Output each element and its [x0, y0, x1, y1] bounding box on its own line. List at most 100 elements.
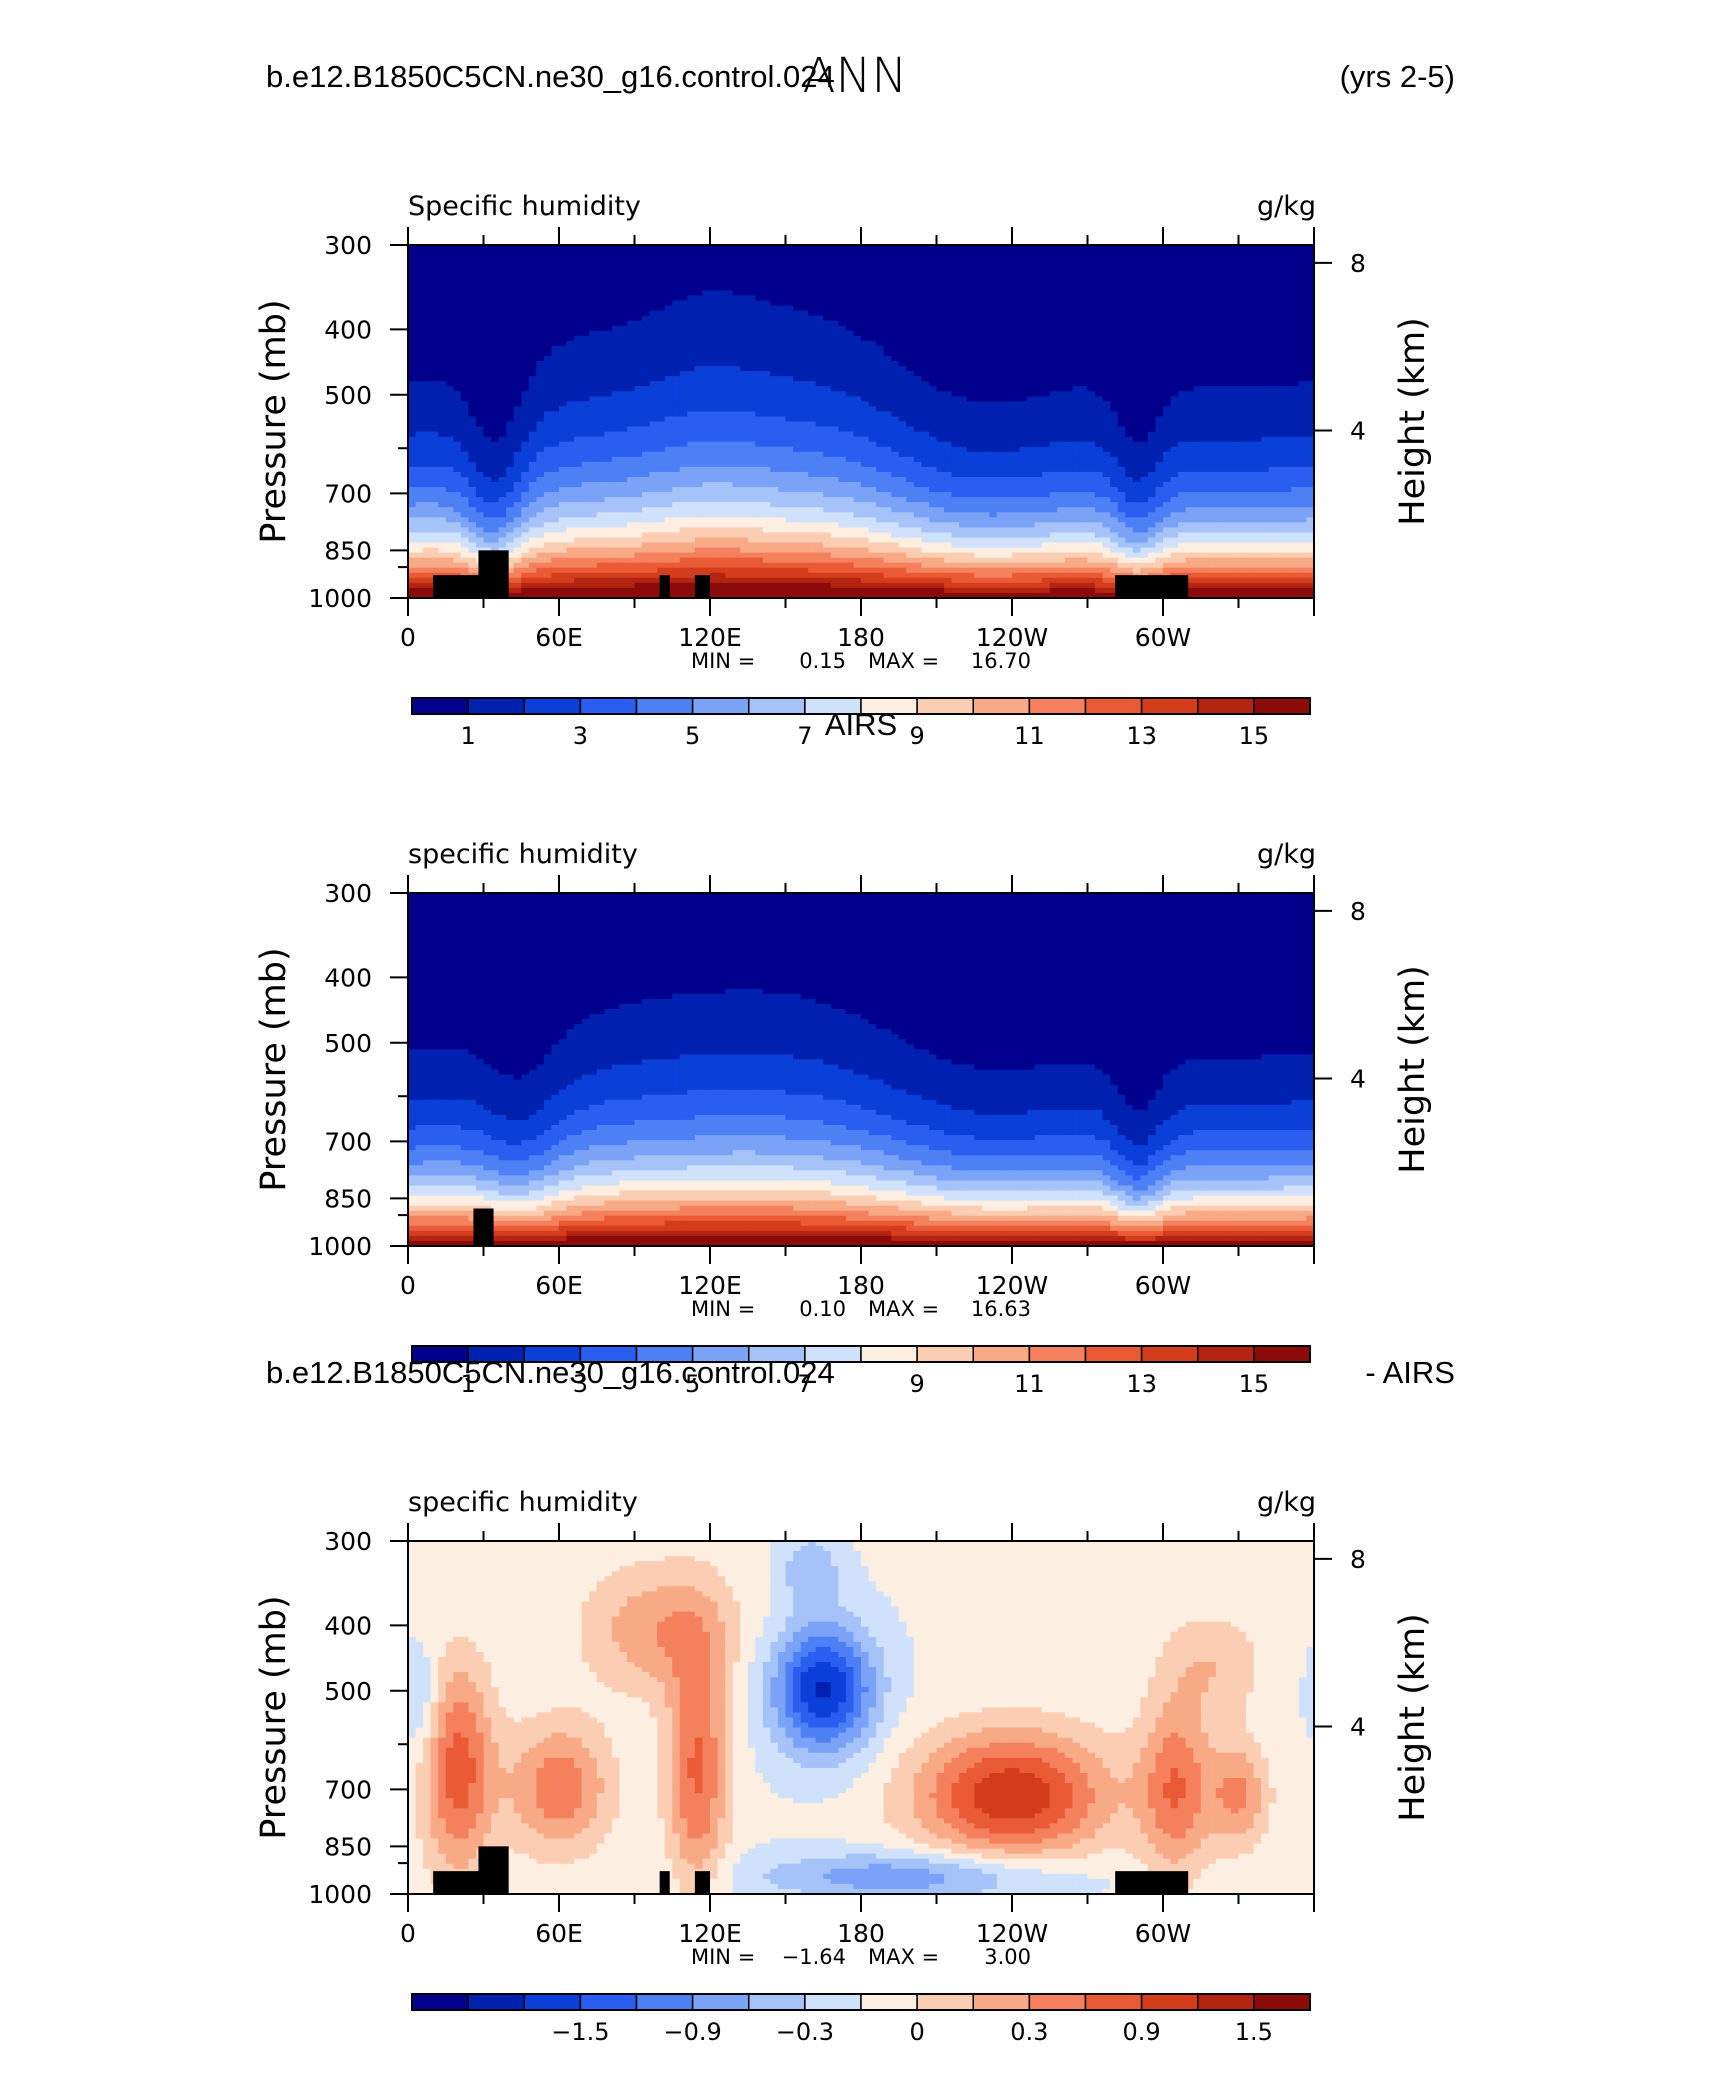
field-cell: [679, 421, 688, 428]
field-cell: [543, 391, 553, 397]
field-cell: [883, 310, 892, 317]
field-cell: [1117, 441, 1126, 448]
field-cell: [921, 441, 930, 448]
field-cell: [989, 255, 998, 261]
field-cell: [717, 280, 726, 286]
field-cell: [898, 320, 907, 327]
field-cell: [460, 426, 469, 433]
field-cell: [747, 335, 756, 342]
field-cell: [853, 315, 862, 322]
field-cell: [664, 350, 673, 357]
field-cell: [1253, 391, 1262, 397]
field-cell: [513, 285, 522, 291]
field-cell: [996, 426, 1006, 433]
field-cell: [453, 345, 462, 352]
field-cell: [853, 421, 862, 428]
field-cell: [710, 426, 719, 433]
field-cell: [672, 285, 681, 291]
field-cell: [649, 285, 658, 291]
field-cell: [453, 255, 462, 261]
field-cell: [559, 436, 568, 443]
field-cell: [913, 451, 922, 458]
field-cell: [1208, 255, 1217, 261]
field-cell: [717, 436, 726, 443]
field-cell: [415, 411, 424, 418]
field-cell: [1064, 320, 1073, 327]
field-cell: [1087, 295, 1096, 302]
field-cell: [770, 411, 779, 418]
field-cell: [981, 265, 990, 271]
field-cell: [921, 401, 930, 407]
field-cell: [1200, 396, 1209, 402]
field-cell: [1117, 446, 1126, 453]
field-cell: [626, 376, 636, 382]
field-cell: [883, 411, 892, 418]
field-cell: [793, 295, 802, 302]
field-cell: [528, 315, 537, 322]
field-cell: [408, 335, 417, 342]
field-cell: [1261, 431, 1270, 438]
field-cell: [740, 250, 749, 256]
field-cell: [430, 245, 439, 251]
field-cell: [823, 355, 832, 362]
field-cell: [717, 315, 726, 322]
field-cell: [1276, 320, 1285, 327]
field-cell: [702, 310, 711, 317]
field-cell: [536, 355, 545, 362]
field-cell: [694, 441, 704, 448]
field-cell: [725, 280, 734, 286]
field-cell: [1185, 295, 1194, 302]
field-cell: [1238, 335, 1247, 342]
field-cell: [1193, 431, 1202, 438]
field-cell: [981, 366, 990, 372]
field-cell: [430, 320, 439, 327]
field-cell: [770, 330, 779, 337]
field-cell: [747, 376, 756, 382]
field-cell: [543, 325, 553, 332]
field-cell: [1261, 285, 1270, 291]
field-cell: [1268, 265, 1277, 271]
field-cell: [543, 340, 553, 347]
field-cell: [1223, 260, 1232, 266]
field-cell: [1193, 340, 1202, 347]
field-cell: [1200, 275, 1209, 281]
field-cell: [823, 451, 832, 458]
field-cell: [1140, 300, 1149, 307]
field-cell: [1117, 325, 1126, 332]
field-cell: [1125, 421, 1134, 428]
field-cell: [747, 330, 756, 337]
field-cell: [1283, 295, 1292, 302]
field-cell: [1261, 446, 1270, 453]
field-cell: [876, 411, 885, 418]
field-cell: [921, 305, 930, 312]
field-cell: [506, 401, 515, 407]
field-cell: [430, 401, 439, 407]
field-cell: [498, 431, 507, 438]
field-cell: [1087, 381, 1096, 387]
field-cell: [928, 295, 938, 302]
field-cell: [815, 245, 824, 251]
field-cell: [808, 340, 817, 347]
field-cell: [672, 270, 681, 276]
field-cell: [1147, 396, 1157, 402]
field-cell: [1185, 340, 1194, 347]
field-cell: [981, 426, 990, 433]
field-cell: [1230, 406, 1240, 413]
field-cell: [944, 285, 953, 291]
field-cell: [1276, 366, 1285, 372]
field-cell: [1042, 320, 1051, 327]
field-cell: [1283, 371, 1292, 377]
field-cell: [528, 381, 537, 387]
field-cell: [702, 345, 711, 352]
field-cell: [1208, 446, 1217, 453]
field-cell: [430, 335, 439, 342]
field-cell: [793, 396, 802, 402]
field-cell: [891, 401, 900, 407]
field-cell: [921, 340, 930, 347]
field-cell: [861, 335, 870, 342]
field-cell: [1155, 270, 1164, 276]
field-cell: [664, 305, 673, 312]
field-cell: [702, 431, 711, 438]
field-cell: [694, 270, 704, 276]
field-cell: [453, 401, 462, 407]
